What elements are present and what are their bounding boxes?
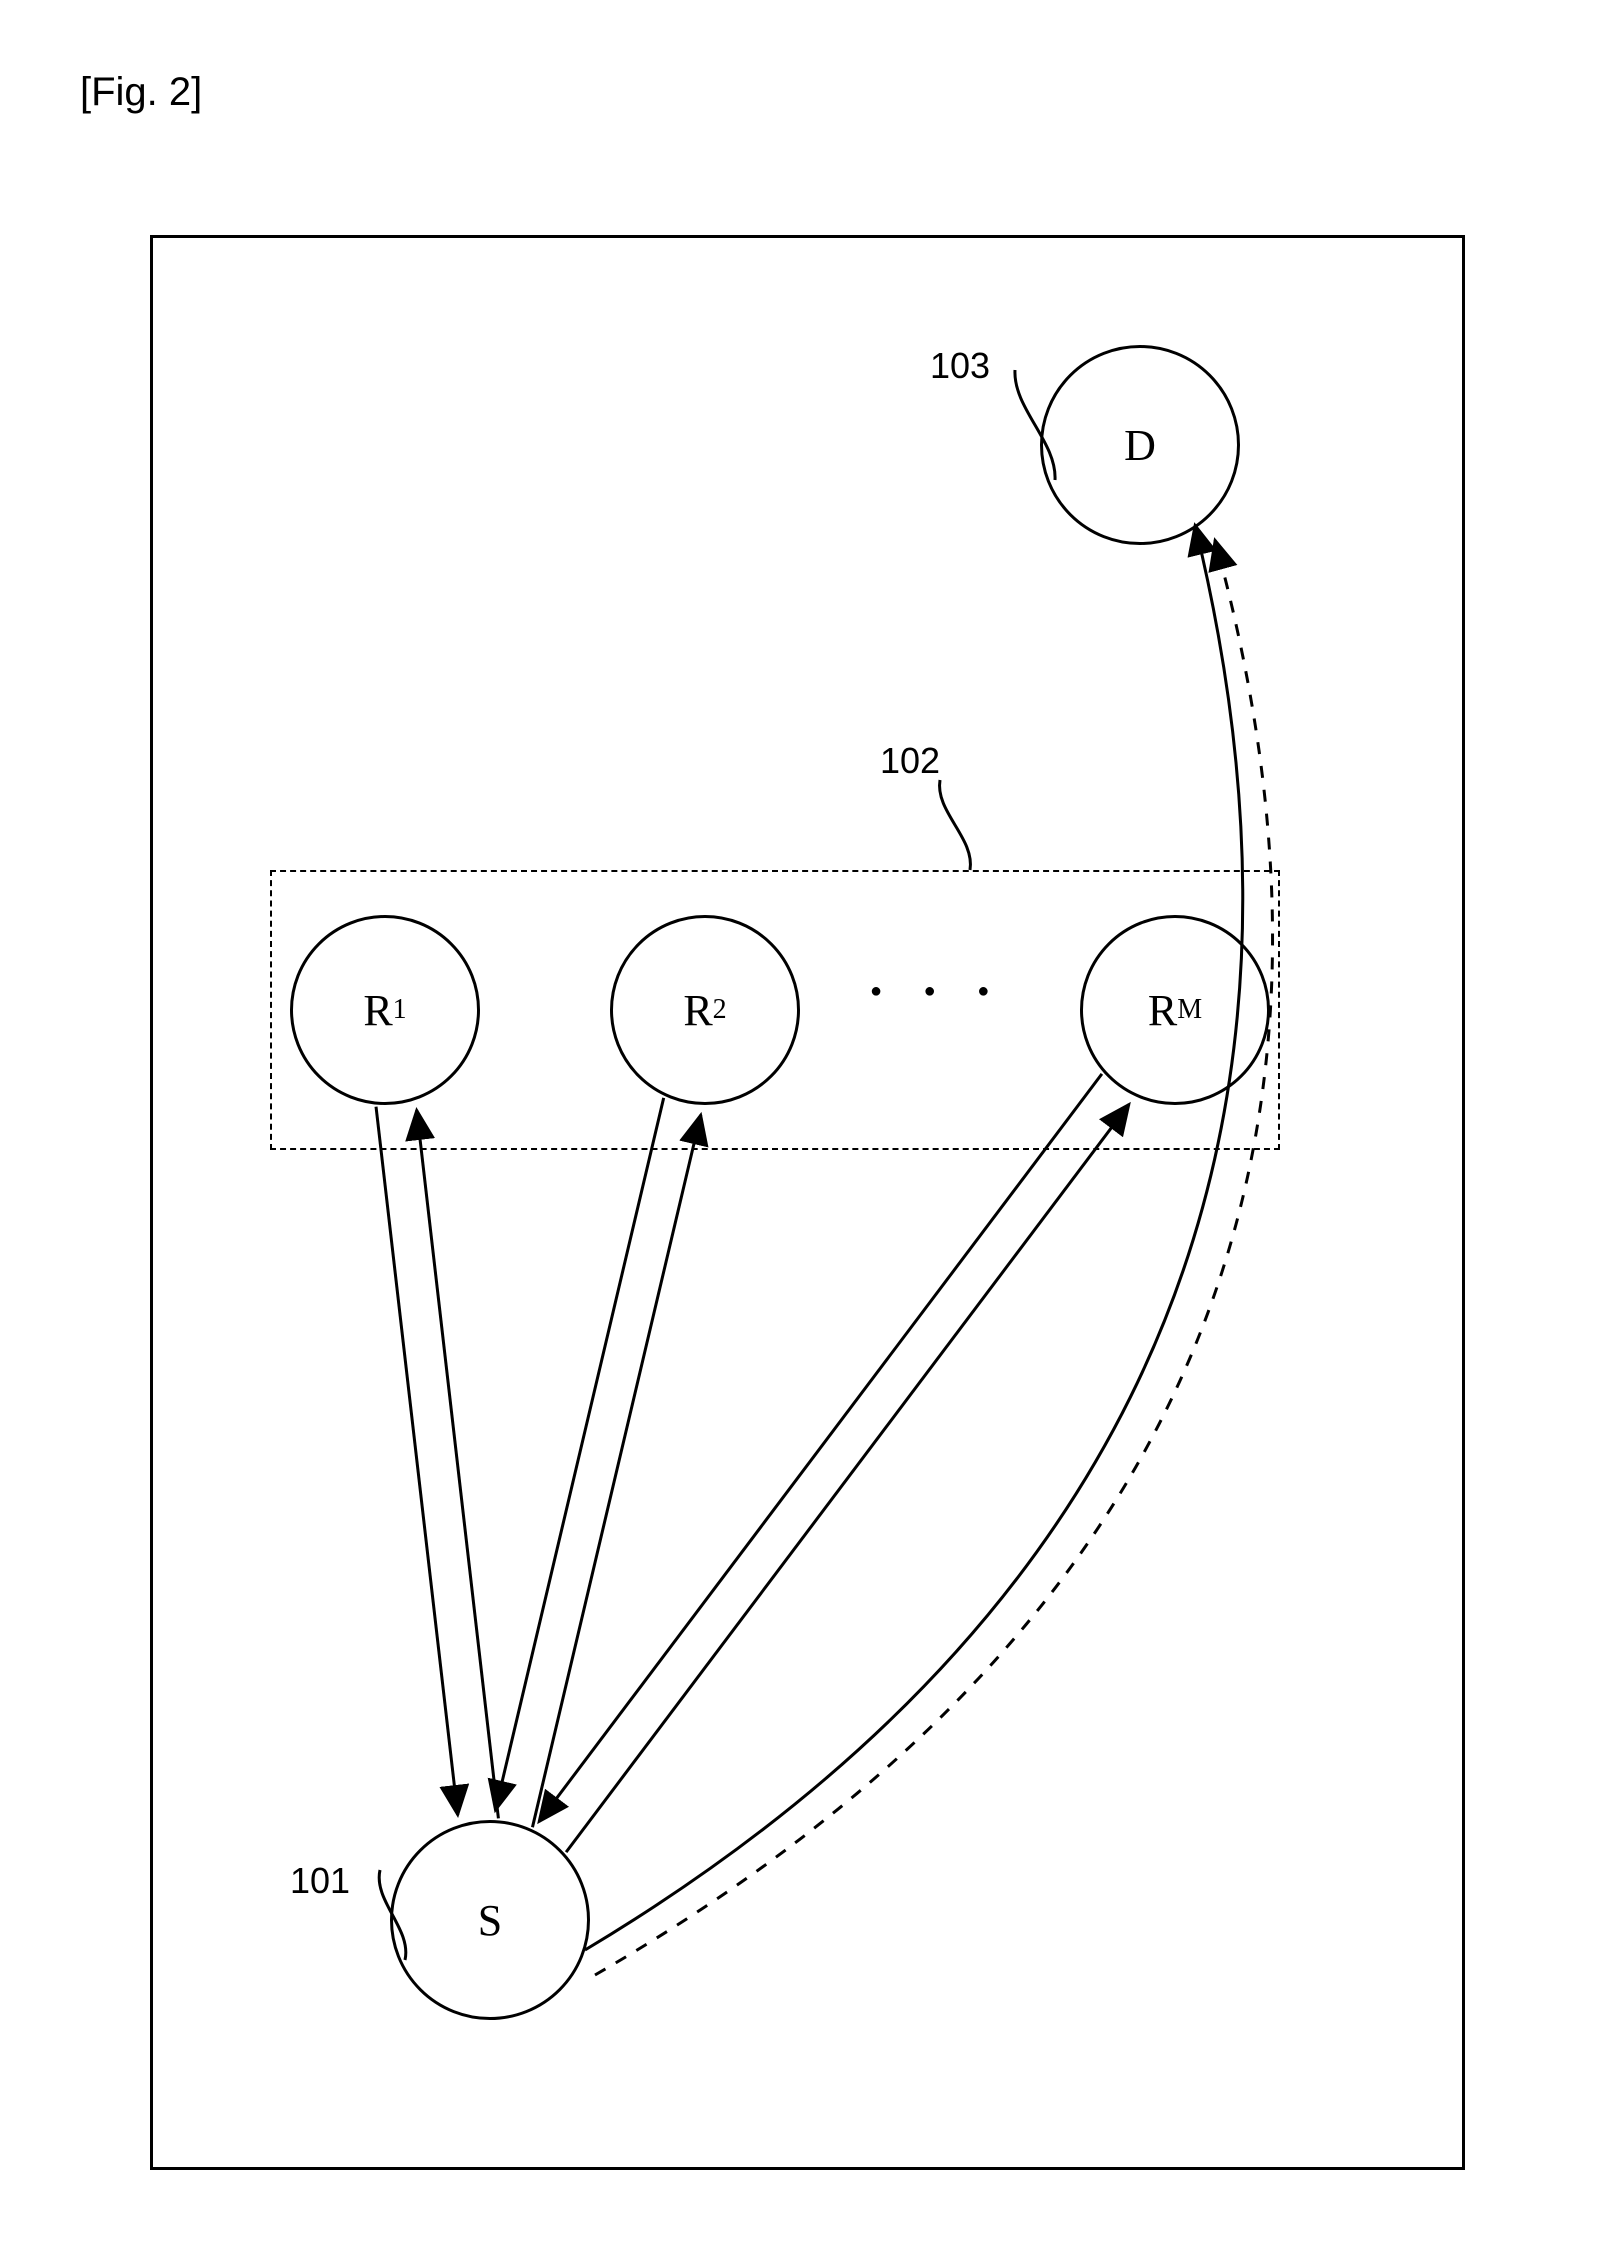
node-d-label: D [1124,420,1156,471]
node-s-label: S [478,1895,502,1946]
node-r2-sub: 2 [713,994,727,1026]
node-rm-sub: M [1177,994,1202,1026]
node-r2: R2 [610,915,800,1105]
node-rm-label: R [1148,985,1177,1036]
figure-caption: [Fig. 2] [80,70,202,115]
node-r1-label: R [363,985,392,1036]
node-r2-label: R [683,985,712,1036]
node-r1: R1 [290,915,480,1105]
relay-ellipsis: ● ● ● [870,980,1007,1003]
ref-101: 101 [290,1860,350,1902]
node-r1-sub: 1 [393,994,407,1026]
ref-103: 103 [930,345,990,387]
node-s: S [390,1820,590,2020]
node-d: D [1040,345,1240,545]
ref-102: 102 [880,740,940,782]
node-rm: RM [1080,915,1270,1105]
